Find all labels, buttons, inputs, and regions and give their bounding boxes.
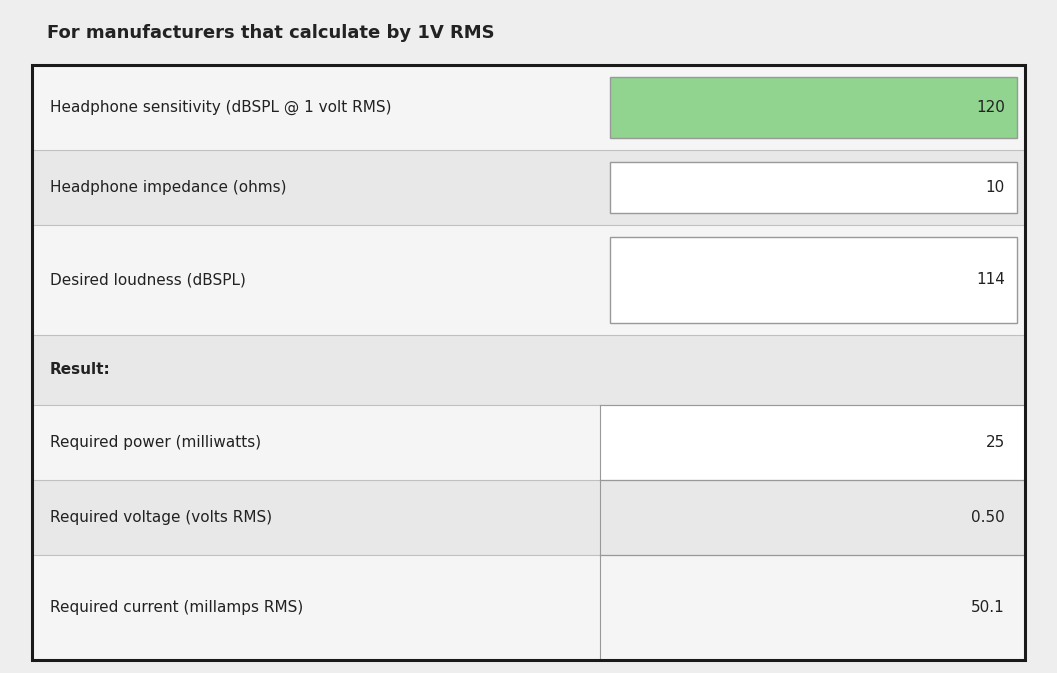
Bar	[32, 65, 1025, 660]
Bar	[610, 237, 1017, 323]
Text: Result:: Result:	[50, 363, 111, 378]
Bar	[32, 480, 1025, 555]
Text: 50.1: 50.1	[971, 600, 1005, 615]
Bar	[600, 480, 1025, 555]
Bar	[32, 225, 1025, 335]
Text: Required power (milliwatts): Required power (milliwatts)	[50, 435, 261, 450]
Text: For manufacturers that calculate by 1V RMS: For manufacturers that calculate by 1V R…	[47, 24, 495, 42]
Bar	[32, 405, 1025, 480]
Text: Desired loudness (dBSPL): Desired loudness (dBSPL)	[50, 273, 246, 287]
Text: 25: 25	[986, 435, 1005, 450]
Text: 10: 10	[986, 180, 1005, 195]
Bar	[610, 77, 1017, 138]
Bar	[600, 555, 1025, 660]
Text: Required current (millamps RMS): Required current (millamps RMS)	[50, 600, 303, 615]
Bar	[32, 65, 1025, 150]
Bar	[32, 555, 1025, 660]
Bar	[600, 405, 1025, 480]
Bar	[32, 150, 1025, 225]
Bar	[32, 335, 1025, 405]
Text: Headphone impedance (ohms): Headphone impedance (ohms)	[50, 180, 286, 195]
Bar	[32, 0, 1025, 65]
Text: 114: 114	[976, 273, 1005, 287]
Bar	[610, 162, 1017, 213]
Text: 0.50: 0.50	[971, 510, 1005, 525]
Text: 120: 120	[976, 100, 1005, 115]
Text: Required voltage (volts RMS): Required voltage (volts RMS)	[50, 510, 272, 525]
Text: Headphone sensitivity (dBSPL @ 1 volt RMS): Headphone sensitivity (dBSPL @ 1 volt RM…	[50, 100, 391, 115]
